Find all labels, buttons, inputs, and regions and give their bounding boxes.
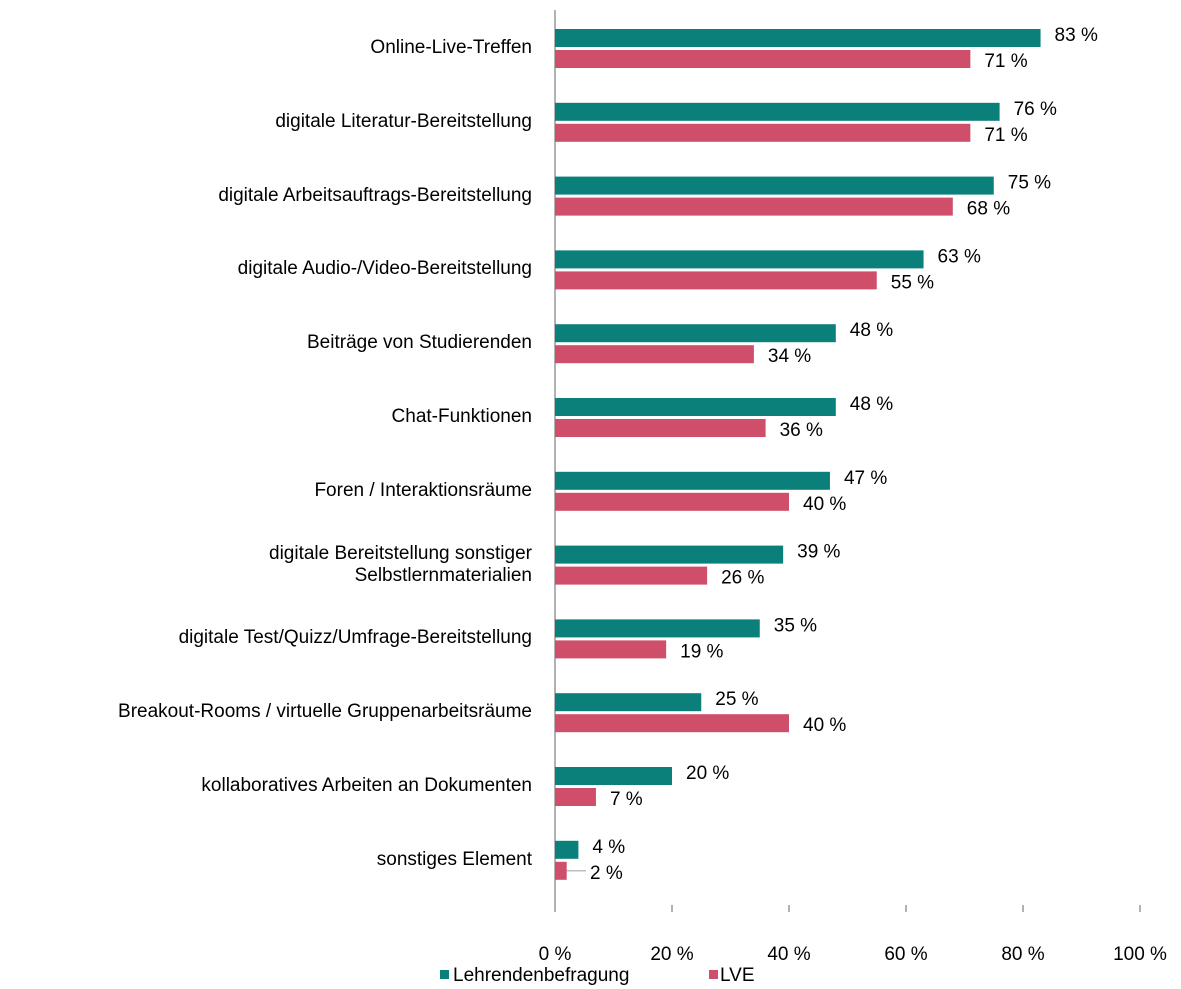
category-label: digitale Test/Quizz/Umfrage-Bereitstellu…	[178, 627, 532, 649]
legend-label: Lehrendenbefragung	[453, 965, 629, 986]
bar	[555, 471, 830, 490]
bar	[555, 640, 667, 659]
value-label: 4 %	[592, 837, 625, 858]
x-tick-label: 60 %	[884, 944, 927, 965]
bar	[555, 767, 672, 785]
value-label: 48 %	[850, 320, 893, 341]
value-label: 55 %	[891, 272, 934, 293]
category-label: Chat-Funktionen	[391, 406, 532, 427]
bar	[555, 693, 702, 712]
value-label: 26 %	[721, 568, 764, 589]
bar	[555, 197, 953, 216]
bar	[555, 619, 760, 638]
category-label: digitale Arbeitsauftrags-Bereitstellung	[218, 184, 532, 206]
bar	[555, 271, 877, 290]
value-label: 76 %	[1014, 99, 1057, 120]
value-label: 63 %	[938, 246, 981, 267]
value-label: 75 %	[1008, 173, 1051, 194]
bar	[555, 345, 754, 364]
value-label: 71 %	[984, 125, 1027, 146]
category-label: Foren / Interaktionsräume	[314, 479, 532, 501]
value-label: 47 %	[844, 468, 887, 489]
bar	[555, 840, 579, 859]
category-label: digitale Audio-/Video-Bereitstellung	[237, 258, 532, 280]
category-label: kollaboratives Arbeiten an Dokumenten	[201, 775, 532, 796]
x-tick-label: 20 %	[650, 944, 693, 965]
value-label: 39 %	[797, 542, 840, 563]
bar	[555, 29, 1041, 47]
bar	[555, 50, 971, 68]
bar	[555, 492, 789, 511]
legend-swatch	[709, 970, 718, 979]
value-label: 20 %	[686, 763, 729, 784]
bar	[555, 102, 1000, 121]
value-label: 2 %	[590, 863, 623, 884]
value-label: 19 %	[680, 641, 723, 662]
value-label: 25 %	[715, 689, 758, 710]
value-label: 71 %	[984, 51, 1027, 72]
bar	[555, 419, 766, 437]
bar	[555, 788, 596, 806]
legend-label: LVE	[720, 965, 755, 986]
category-label: Online-Live-Treffen	[370, 37, 532, 58]
bar	[555, 545, 784, 564]
value-label: 40 %	[803, 494, 846, 515]
value-label: 68 %	[967, 199, 1010, 220]
category-label: digitale Literatur-Bereitstellung	[275, 110, 532, 132]
x-tick-label: 100 %	[1113, 944, 1167, 965]
value-label: 83 %	[1055, 25, 1098, 46]
value-label: 7 %	[610, 789, 643, 810]
x-tick-label: 0 %	[539, 944, 572, 965]
category-label: Breakout-Rooms / virtuelle Gruppenarbeit…	[118, 701, 532, 723]
bar	[555, 714, 789, 733]
bar	[555, 324, 836, 343]
x-tick-label: 80 %	[1001, 944, 1044, 965]
bar	[555, 176, 994, 195]
x-tick-label: 40 %	[767, 944, 810, 965]
category-label: Beiträge von Studierenden	[307, 332, 532, 354]
bar	[555, 566, 708, 585]
bar	[555, 250, 924, 269]
value-label: 36 %	[780, 420, 823, 441]
value-label: 40 %	[803, 715, 846, 736]
bar	[555, 123, 971, 142]
bar	[555, 398, 836, 416]
value-label: 34 %	[768, 346, 811, 367]
legend-swatch	[440, 970, 449, 979]
value-label: 48 %	[850, 394, 893, 415]
value-label: 35 %	[774, 615, 817, 636]
category-label: sonstiges Element	[376, 848, 532, 870]
bar	[555, 861, 567, 880]
category-label: digitale Bereitstellung sonstiger Selbst…	[269, 542, 532, 586]
